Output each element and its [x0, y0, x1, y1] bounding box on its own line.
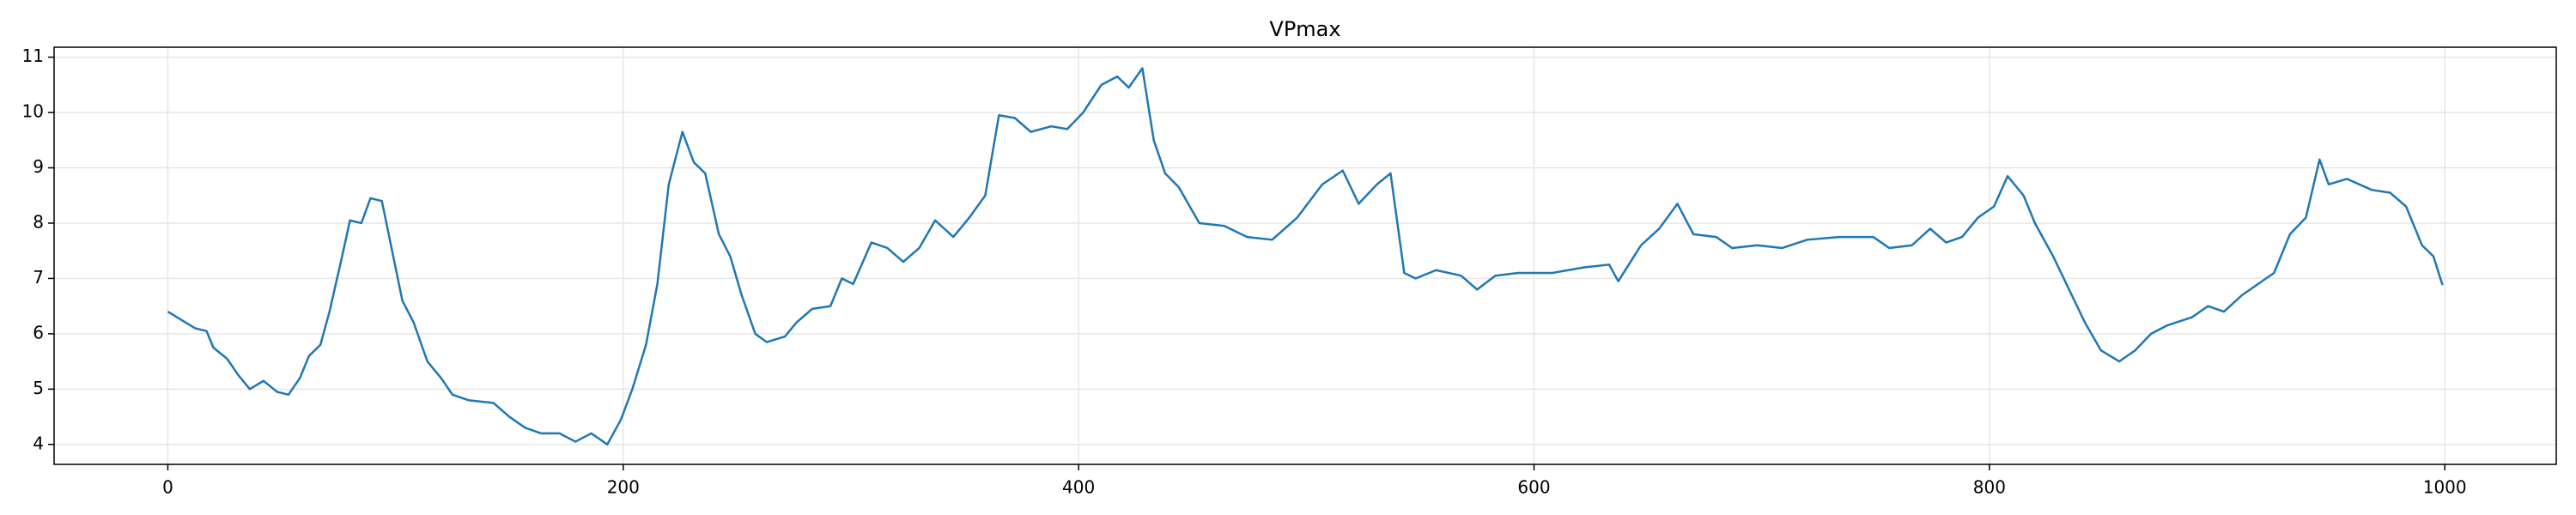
y-tick-label: 7: [33, 267, 44, 288]
x-tick-label: 200: [607, 477, 640, 498]
x-tick-label: 800: [1973, 477, 2006, 498]
y-tick-label: 11: [22, 45, 44, 66]
y-tick-label: 5: [33, 378, 44, 398]
y-tick-label: 9: [33, 156, 44, 177]
x-tick-label: 600: [1517, 477, 1550, 498]
x-tick-label: 400: [1062, 477, 1095, 498]
y-tick-label: 8: [33, 211, 44, 232]
plot-frame: [53, 46, 2557, 465]
y-tick-label: 4: [33, 433, 44, 453]
x-tick-label: 1000: [2423, 477, 2467, 498]
y-tick-label: 6: [33, 322, 44, 342]
chart-title: VPmax: [1269, 17, 1340, 41]
y-tick-label: 10: [22, 101, 44, 122]
data-line: [167, 67, 2444, 446]
x-tick-label: 0: [162, 477, 173, 498]
